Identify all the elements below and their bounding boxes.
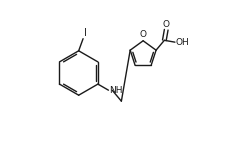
Text: I: I: [84, 28, 87, 38]
Text: NH: NH: [109, 86, 123, 95]
Text: O: O: [163, 20, 170, 29]
Text: O: O: [140, 30, 147, 39]
Text: OH: OH: [176, 38, 189, 47]
